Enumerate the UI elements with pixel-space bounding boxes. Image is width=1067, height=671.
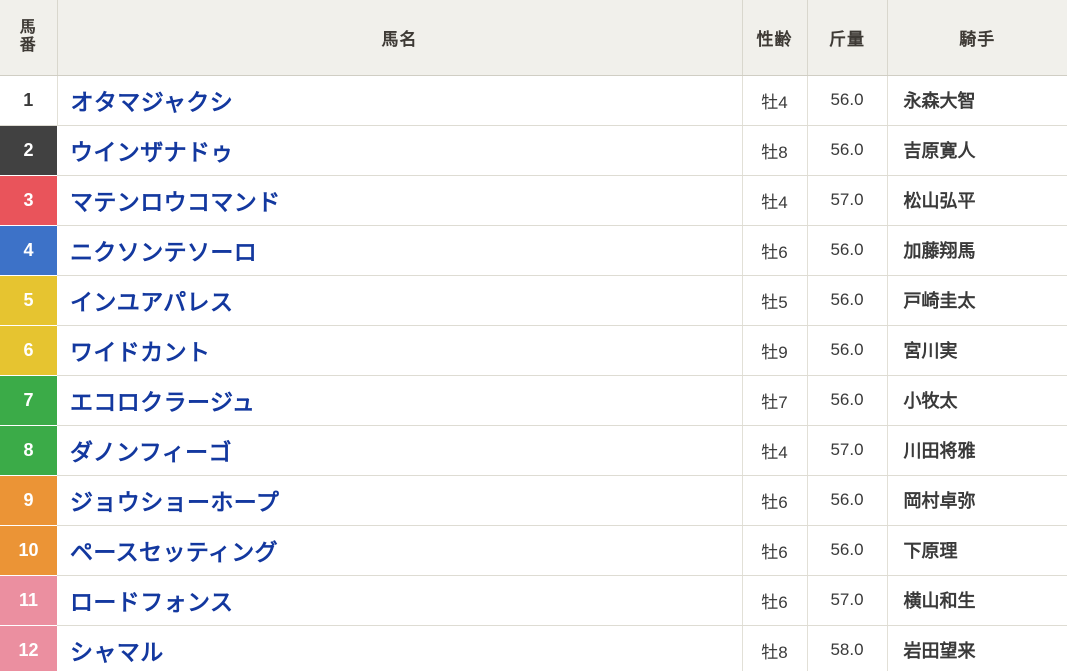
weight-cell: 56.0	[807, 75, 888, 126]
sex-age-cell: 牡6	[742, 225, 808, 276]
jockey-cell: 加藤翔馬	[887, 225, 1067, 276]
jockey-cell: 川田将雅	[887, 425, 1067, 476]
weight-cell: 58.0	[807, 625, 888, 671]
horse-name-link[interactable]: マテンロウコマンド	[70, 189, 281, 215]
jockey-cell: 岡村卓弥	[887, 475, 1067, 526]
horse-name-link[interactable]: ウインザナドゥ	[70, 139, 234, 165]
table-row: 4 ニクソンテソーロ 牡6 56.0 加藤翔馬	[0, 225, 1067, 276]
frame-number-cell: 2	[0, 125, 57, 176]
jockey-cell: 戸崎圭太	[887, 275, 1067, 326]
horse-name-cell: ジョウショーホープ	[57, 475, 743, 526]
table-row: 6 ワイドカント 牡9 56.0 宮川実	[0, 325, 1067, 376]
frame-number-cell: 3	[0, 175, 57, 226]
frame-number-cell: 1	[0, 75, 58, 126]
column-header-jockey: 騎手	[887, 0, 1067, 76]
jockey-cell: 横山和生	[887, 575, 1067, 626]
horse-name-link[interactable]: ダノンフィーゴ	[70, 439, 232, 465]
column-header-frame-number-line1: 馬	[19, 19, 37, 37]
jockey-cell: 永森大智	[887, 75, 1067, 126]
table-row: 9 ジョウショーホープ 牡6 56.0 岡村卓弥	[0, 475, 1067, 526]
jockey-cell: 吉原寛人	[887, 125, 1067, 176]
weight-cell: 57.0	[807, 575, 888, 626]
horse-name-link[interactable]: シャマル	[70, 639, 164, 665]
sex-age-cell: 牡5	[742, 275, 808, 326]
horse-name-link[interactable]: ロードフォンス	[70, 589, 234, 615]
horse-name-cell: ワイドカント	[57, 325, 743, 376]
sex-age-cell: 牡4	[742, 425, 808, 476]
jockey-cell: 松山弘平	[887, 175, 1067, 226]
table-header: 馬 番 馬名 性齢 斤量 騎手	[0, 0, 1067, 76]
table-row: 5 インユアパレス 牡5 56.0 戸崎圭太	[0, 275, 1067, 326]
horse-name-cell: マテンロウコマンド	[57, 175, 743, 226]
horse-name-cell: インユアパレス	[57, 275, 743, 326]
frame-number-cell: 8	[0, 425, 57, 476]
weight-cell: 56.0	[807, 125, 888, 176]
column-header-weight: 斤量	[807, 0, 888, 76]
table-row: 1 オタマジャクシ 牡4 56.0 永森大智	[0, 75, 1067, 126]
table-row: 7 エコロクラージュ 牡7 56.0 小牧太	[0, 375, 1067, 426]
horse-name-cell: ロードフォンス	[57, 575, 743, 626]
horse-name-link[interactable]: インユアパレス	[70, 289, 234, 315]
horse-name-cell: シャマル	[57, 625, 743, 671]
horse-name-link[interactable]: ニクソンテソーロ	[70, 239, 258, 265]
column-header-sex-age: 性齢	[742, 0, 808, 76]
horse-name-cell: ウインザナドゥ	[57, 125, 743, 176]
weight-cell: 57.0	[807, 425, 888, 476]
weight-cell: 56.0	[807, 475, 888, 526]
frame-number-cell: 9	[0, 475, 57, 526]
sex-age-cell: 牡9	[742, 325, 808, 376]
weight-cell: 56.0	[807, 525, 888, 576]
jockey-cell: 岩田望来	[887, 625, 1067, 671]
table-row: 11 ロードフォンス 牡6 57.0 横山和生	[0, 575, 1067, 626]
horse-name-cell: ダノンフィーゴ	[57, 425, 743, 476]
frame-number-cell: 4	[0, 225, 57, 276]
frame-number-cell: 12	[0, 625, 57, 671]
sex-age-cell: 牡8	[742, 625, 808, 671]
horse-name-cell: ニクソンテソーロ	[57, 225, 743, 276]
sex-age-cell: 牡4	[742, 175, 808, 226]
table-row: 10 ペースセッティング 牡6 56.0 下原理	[0, 525, 1067, 576]
table-header-row: 馬 番 馬名 性齢 斤量 騎手	[0, 0, 1067, 76]
horse-name-link[interactable]: ペースセッティング	[70, 539, 279, 565]
sex-age-cell: 牡6	[742, 525, 808, 576]
table-row: 12 シャマル 牡8 58.0 岩田望来	[0, 625, 1067, 671]
column-header-frame-number: 馬 番	[0, 0, 58, 76]
table-body: 1 オタマジャクシ 牡4 56.0 永森大智 2 ウインザナドゥ 牡8 56.0 吉原寛人 3 マテン…	[0, 75, 1067, 671]
jockey-cell: 下原理	[887, 525, 1067, 576]
column-header-frame-number-line2: 番	[19, 37, 37, 55]
frame-number-cell: 7	[0, 375, 57, 426]
sex-age-cell: 牡8	[742, 125, 808, 176]
sex-age-cell: 牡7	[742, 375, 808, 426]
horse-name-link[interactable]: ワイドカント	[70, 339, 211, 365]
jockey-cell: 宮川実	[887, 325, 1067, 376]
frame-number-cell: 11	[0, 575, 57, 626]
frame-number-cell: 5	[0, 275, 57, 326]
horse-name-cell: オタマジャクシ	[57, 75, 743, 126]
sex-age-cell: 牡6	[742, 575, 808, 626]
horse-name-cell: ペースセッティング	[57, 525, 743, 576]
horse-name-link[interactable]: エコロクラージュ	[70, 389, 256, 415]
weight-cell: 56.0	[807, 325, 888, 376]
frame-number-cell: 6	[0, 325, 57, 376]
horse-name-link[interactable]: オタマジャクシ	[70, 89, 234, 115]
sex-age-cell: 牡6	[742, 475, 808, 526]
horse-name-link[interactable]: ジョウショーホープ	[70, 489, 280, 515]
frame-number-cell: 10	[0, 525, 57, 576]
table-row: 3 マテンロウコマンド 牡4 57.0 松山弘平	[0, 175, 1067, 226]
horse-name-cell: エコロクラージュ	[57, 375, 743, 426]
table-row: 2 ウインザナドゥ 牡8 56.0 吉原寛人	[0, 125, 1067, 176]
weight-cell: 56.0	[807, 225, 888, 276]
weight-cell: 56.0	[807, 275, 888, 326]
table-row: 8 ダノンフィーゴ 牡4 57.0 川田将雅	[0, 425, 1067, 476]
jockey-cell: 小牧太	[887, 375, 1067, 426]
weight-cell: 56.0	[807, 375, 888, 426]
column-header-horse-name: 馬名	[57, 0, 743, 76]
weight-cell: 57.0	[807, 175, 888, 226]
sex-age-cell: 牡4	[742, 75, 808, 126]
